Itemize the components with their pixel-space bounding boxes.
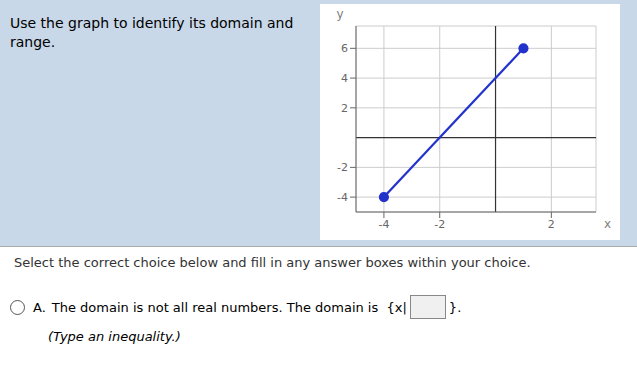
svg-text:-4: -4 [337, 191, 348, 204]
svg-text:-2: -2 [434, 218, 445, 231]
svg-text:6: 6 [341, 42, 348, 55]
svg-text:4: 4 [341, 72, 348, 85]
svg-text:x: x [604, 217, 611, 231]
html-text:(Type an inequality.): (Type an inequality.) [48, 329, 181, 344]
svg-text:2: 2 [548, 218, 555, 231]
svg-text:-4: -4 [378, 218, 389, 231]
html-text:Use the graph to identify its: Use the graph to identify its domain and… [10, 15, 294, 50]
html-text:A. The domain is not all real: A. The domain is not all real numbers. T… [33, 299, 407, 315]
svg-text:-2: -2 [337, 161, 348, 174]
svg-text:2: 2 [341, 102, 348, 115]
svg-text:y: y [336, 7, 343, 21]
html-text:Select the correct choice belo: Select the correct choice below and fill… [14, 255, 531, 270]
